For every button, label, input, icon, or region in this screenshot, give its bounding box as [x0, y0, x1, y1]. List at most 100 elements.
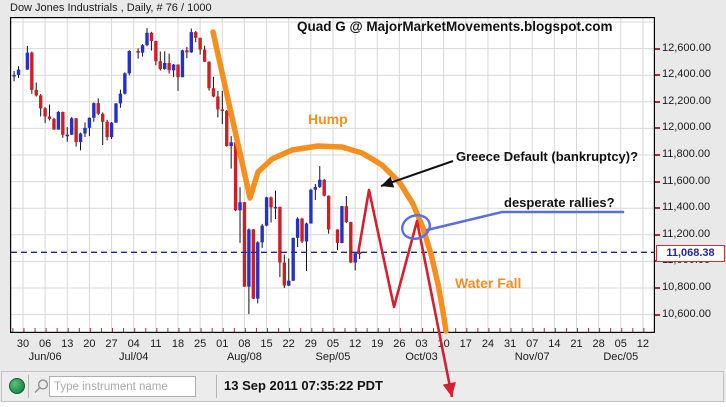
- server-timestamp: 13 Sep 2011 07:35:22 PDT: [224, 378, 383, 393]
- time-axis-week-label: 22: [282, 338, 295, 350]
- price-axis-tick: [655, 154, 660, 156]
- window-bottom-edge: [0, 402, 726, 407]
- watermark-text: Quad G @ MajorMarketMovements.blogspot.c…: [297, 19, 613, 34]
- price-axis-label: 10,800.00: [662, 281, 711, 293]
- candle-jul-05: [136, 48, 140, 59]
- time-axis-week-label: 17: [459, 338, 472, 350]
- candle-jun-14: [69, 117, 74, 136]
- candle-jun-20: [87, 117, 92, 137]
- candle-aug-29: [309, 188, 313, 224]
- time-axis-week-label: 04: [127, 338, 140, 350]
- candle-jun-23: [101, 112, 105, 146]
- chart-plot-area[interactable]: [10, 17, 655, 333]
- price-axis-tick: [655, 74, 660, 77]
- time-axis-week-label: 13: [61, 338, 74, 350]
- bottom-toolbar: 13 Sep 2011 07:35:22 PDT: [1, 371, 724, 402]
- price-axis-label: 11,200.00: [662, 227, 711, 240]
- price-axis-tick: [655, 127, 660, 130]
- price-axis-label: 12,200.00: [662, 94, 711, 107]
- time-axis-week-label: 19: [371, 338, 384, 350]
- time-axis-week-label: 05: [614, 338, 627, 350]
- annotation-desperate-rallies-label: desperate rallies?: [504, 195, 615, 210]
- time-axis-month-label: Aug/08: [226, 351, 262, 363]
- candle-aug-15: [264, 196, 269, 227]
- candle-jul-01: [127, 50, 131, 76]
- candle-sep-02: [326, 195, 331, 234]
- candle-jul-25: [198, 37, 202, 55]
- candle-jun-09: [56, 111, 61, 130]
- price-axis-tick: [655, 180, 660, 183]
- time-axis-week-label: 11: [150, 338, 162, 350]
- time-axis-week-label: 01: [216, 338, 229, 350]
- time-axis-week-label: 12: [636, 338, 650, 350]
- candle-may-26: [12, 70, 16, 82]
- candle-jun-28: [114, 103, 118, 123]
- time-axis-week-label: 25: [193, 338, 207, 350]
- price-axis-tick: [655, 207, 660, 210]
- time-axis-month-labels: Jun/06 Jul/04 Aug/08 Sep/05 Oct/03 Nov/07 Dec/…: [0, 351, 726, 365]
- candle-sep-07: [340, 205, 344, 244]
- candle-jun-02: [34, 82, 38, 97]
- time-axis-week-label: 21: [570, 338, 583, 350]
- time-axis-week-label: 15: [260, 338, 273, 350]
- candle-jul-13: [163, 51, 167, 70]
- price-axis-label: 12,400.00: [662, 68, 711, 81]
- price-axis-label: 10,600.00: [662, 307, 711, 320]
- time-axis-week-label: 31: [503, 338, 517, 350]
- candle-jun-15: [74, 118, 78, 147]
- price-axis-label: 12,000.00: [662, 121, 711, 134]
- candle-jul-14: [167, 53, 171, 74]
- time-axis-month-label: Nov/07: [514, 351, 550, 363]
- time-axis-month-label: Jul/04: [119, 351, 149, 363]
- candle-jun-03: [38, 94, 43, 117]
- candle-aug-02: [225, 110, 229, 147]
- instrument-title: Dow Jones Industrials , Daily, # 76 / 10…: [10, 2, 212, 14]
- candle-jun-01: [30, 51, 34, 94]
- candle-jun-24: [105, 119, 109, 141]
- price-axis-tick: [655, 233, 660, 236]
- candle-jun-29: [118, 89, 123, 108]
- price-axis-label: 11,800.00: [662, 148, 711, 160]
- annotation-water-fall-label: Water Fall: [455, 275, 522, 291]
- time-axis-week-label: 29: [304, 338, 317, 350]
- time-axis-week-label: 26: [393, 338, 406, 350]
- time-axis-week-label: 18: [171, 338, 185, 350]
- candle-may-31: [25, 45, 30, 70]
- time-axis-week-label: 05: [326, 338, 340, 350]
- price-axis-tick: [655, 313, 660, 316]
- time-axis-week-label: 14: [548, 338, 561, 350]
- candle-jun-22: [96, 98, 100, 116]
- time-axis-week-label: 30: [16, 338, 30, 350]
- candle-jun-17: [83, 122, 87, 138]
- candle-jul-15: [171, 64, 176, 78]
- time-axis-week-label: 10: [437, 338, 450, 350]
- price-axis: 12,600.00 12,400.00 12,200.00 12,000.00 11,8…: [655, 0, 726, 370]
- candle-jun-21: [92, 102, 96, 122]
- toolbar-divider: [216, 375, 217, 398]
- candle-jul-27: [207, 61, 211, 91]
- time-axis-week-label: 20: [83, 338, 96, 350]
- last-price-badge: 11,068.38: [656, 245, 725, 263]
- time-axis-week-label: 28: [592, 338, 605, 350]
- time-axis-week-label: 12: [348, 338, 362, 350]
- candle-aug-08: [242, 202, 247, 287]
- candle-jun-13: [65, 127, 69, 142]
- price-axis-tick: [655, 47, 660, 50]
- time-axis-week-ticks: 30 06 13 20 27 04 11 18 25 01 08 15 22 29 05 12 19 26 03 10…: [0, 338, 726, 351]
- search-icon: [34, 379, 49, 393]
- candle-jul-11: [154, 40, 158, 66]
- candle-jul-20: [185, 47, 189, 59]
- candle-jun-30: [123, 72, 127, 95]
- time-axis-week-label: 24: [481, 338, 495, 350]
- time-axis-week-label: 08: [238, 338, 251, 350]
- candle-jul-06: [140, 44, 145, 57]
- time-axis-month-label: Sep/05: [315, 351, 351, 363]
- instrument-search-input[interactable]: [49, 376, 196, 397]
- price-axis-tick: [655, 287, 660, 289]
- candle-jul-21: [189, 28, 193, 53]
- candle-jul-07: [145, 28, 149, 47]
- connection-status-led-icon: [9, 378, 25, 394]
- candle-jul-08: [149, 31, 154, 51]
- annotation-hump-label: Hump: [308, 111, 348, 127]
- candle-jun-27: [109, 122, 114, 140]
